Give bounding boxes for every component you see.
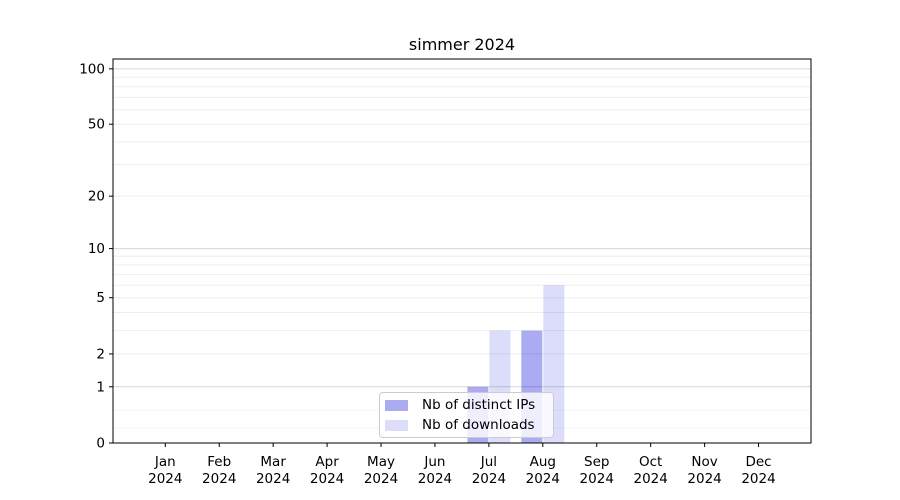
- x-tick-label-month: Jul: [480, 454, 497, 470]
- y-tick-label: 10: [88, 241, 105, 257]
- y-tick-label: 2: [96, 346, 105, 362]
- y-tick-label: 0: [96, 436, 105, 452]
- x-tick-label-month: Dec: [745, 454, 771, 470]
- y-tick-label: 1: [96, 379, 105, 395]
- x-tick-label-year: 2024: [256, 471, 290, 487]
- x-tick-label-year: 2024: [202, 471, 236, 487]
- y-tick-label: 100: [79, 61, 105, 77]
- axes-spines: [112, 58, 812, 444]
- x-tick-label-year: 2024: [580, 471, 614, 487]
- x-tick-label-year: 2024: [741, 471, 775, 487]
- legend-item-downloads: Nb of downloads: [385, 417, 546, 433]
- chart-title: simmer 2024: [408, 35, 516, 54]
- x-tick-label-year: 2024: [633, 471, 667, 487]
- x-tick-label-year: 2024: [418, 471, 452, 487]
- x-tick-label-year: 2024: [526, 471, 560, 487]
- x-tick-label-year: 2024: [148, 471, 182, 487]
- legend-swatch-distinct-ips: [385, 399, 408, 411]
- legend: Nb of distinct IPs Nb of downloads: [379, 392, 554, 438]
- x-tick-label-year: 2024: [472, 471, 506, 487]
- x-tick-label-year: 2024: [364, 471, 398, 487]
- x-tick-label-month: Apr: [315, 454, 339, 470]
- y-tick-label: 50: [88, 117, 105, 133]
- y-tick-label: 20: [88, 189, 105, 205]
- x-tick-label-year: 2024: [687, 471, 721, 487]
- legend-item-distinct-ips: Nb of distinct IPs: [385, 397, 546, 413]
- x-tick-label-month: May: [367, 454, 395, 470]
- x-tick-label-month: Sep: [584, 454, 609, 470]
- x-tick-label-month: Jan: [154, 454, 176, 470]
- y-tick-label: 5: [96, 290, 105, 306]
- legend-swatch-downloads: [385, 419, 408, 431]
- x-tick-label-month: Nov: [691, 454, 717, 470]
- legend-label-distinct-ips: Nb of distinct IPs: [422, 397, 536, 413]
- x-tick-label-month: Oct: [639, 454, 662, 470]
- x-tick-label-month: Mar: [260, 454, 286, 470]
- x-tick-label-month: Jun: [423, 454, 445, 470]
- x-tick-label-month: Aug: [530, 454, 556, 470]
- x-tick-label-year: 2024: [310, 471, 344, 487]
- x-tick-label-month: Feb: [207, 454, 231, 470]
- legend-label-downloads: Nb of downloads: [422, 417, 535, 433]
